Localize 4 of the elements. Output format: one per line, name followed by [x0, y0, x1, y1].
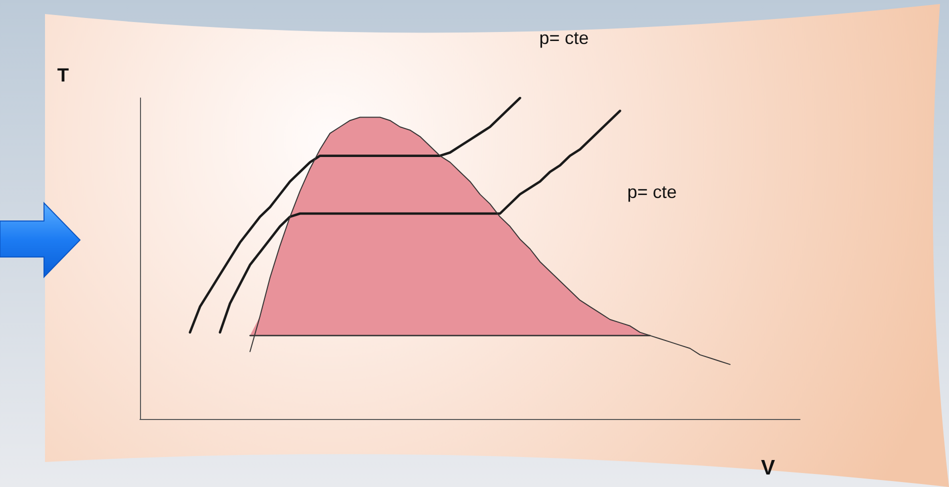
annotation: p= cte — [627, 182, 677, 202]
text: p= cte — [539, 28, 589, 48]
x-axis-title: V — [760, 456, 776, 480]
y-axis-title: T — [57, 66, 70, 86]
